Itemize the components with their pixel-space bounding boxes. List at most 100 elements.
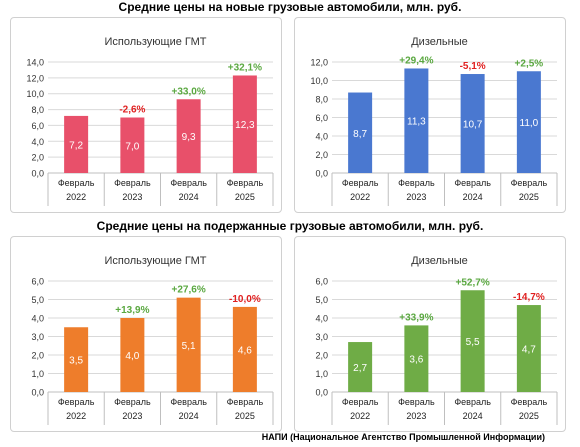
bar [120,318,145,392]
y-tick-label: 6,0 [315,277,328,287]
x-tick-label: Февраль [342,397,379,407]
bar [404,325,429,392]
x-tick-label: 2023 [406,411,426,421]
bar [120,117,145,173]
bar-value-label: 7,2 [69,140,83,151]
y-tick-label: 6,0 [31,277,44,287]
chart-new-diesel: Дизельные 0,0 2,0 4,0 6,0 8,0 10,0 12,0 8,7 Февра… [294,17,566,213]
bar [232,75,257,173]
bar-value-label: 11,3 [407,117,426,128]
x-tick-label: 2022 [350,411,370,421]
x-tick-label: 2022 [66,411,86,421]
change-label: -14,7% [513,292,545,303]
y-tick-label: 4,0 [315,132,328,142]
bar-value-label: 5,1 [182,341,196,352]
change-label: -5,1% [460,61,486,72]
y-tick-label: 3,0 [315,332,328,342]
y-tick-label: 0,0 [315,388,328,398]
new-trucks-title: Средние цены на новые грузовые автомобил… [118,0,462,14]
y-tick-label: 6,0 [31,121,44,131]
change-label: +33,0% [172,86,206,97]
y-tick-label: 8,0 [315,95,328,105]
bar [232,306,257,392]
chart-title: Использующие ГМТ [104,255,206,267]
bar [176,99,201,173]
bar-value-label: 11,0 [520,118,539,129]
x-tick-label: Февраль [398,178,435,188]
x-tick-label: 2025 [519,192,539,202]
y-tick-label: 1,0 [315,369,328,379]
bar-value-label: 5,5 [466,337,480,348]
bar [348,342,373,392]
used-trucks-title: Средние цены на подержанные грузовые авт… [96,219,484,233]
bar-value-label: 10,7 [463,120,483,131]
bar [516,71,541,173]
chart-title: Дизельные [411,255,468,267]
y-tick-label: 12,0 [26,73,44,83]
bar [64,327,89,392]
bar [348,92,373,173]
x-tick-label: Февраль [342,178,379,188]
y-tick-label: 0,0 [315,169,328,179]
change-label: -10,0% [229,294,261,305]
y-tick-label: 8,0 [31,105,44,115]
x-tick-label: 2025 [519,411,539,421]
x-tick-label: Февраль [227,397,264,407]
y-tick-label: 2,0 [315,351,328,361]
x-tick-label: Февраль [511,397,548,407]
source-footer: НАПИ (Национальное Агентство Промышленно… [261,432,545,442]
chart-new-gmt: Использующие ГМТ 0,0 2,0 4,0 6,0 8,0 10,0 12,0 1… [10,17,282,213]
y-tick-label: 0,0 [31,388,44,398]
bar-value-label: 12,3 [235,120,255,131]
x-tick-label: Февраль [114,397,151,407]
bar-value-label: 7,0 [125,141,139,152]
chart-used-gmt: Использующие ГМТ 0,0 1,0 2,0 3,0 4,0 5,0 6,0 3,5… [10,236,282,432]
x-tick-label: Февраль [511,178,548,188]
bar-value-label: 8,7 [353,129,367,140]
chart-title: Дизельные [411,36,468,48]
x-tick-label: 2023 [122,192,142,202]
bar [460,74,485,173]
bar [404,68,429,173]
x-tick-label: Февраль [58,397,95,407]
y-tick-label: 5,0 [31,295,44,305]
x-tick-label: 2024 [179,411,199,421]
x-tick-label: 2024 [463,192,483,202]
x-tick-label: Февраль [170,178,207,188]
y-tick-label: 14,0 [26,58,44,68]
y-tick-label: 5,0 [315,295,328,305]
bar-value-label: 4,7 [522,345,536,356]
x-tick-label: 2025 [235,192,255,202]
bar [64,115,89,173]
bar-value-label: 3,5 [69,356,83,367]
y-tick-label: 2,0 [315,150,328,160]
y-tick-label: 3,0 [31,332,44,342]
x-tick-label: Февраль [114,178,151,188]
chart-title: Использующие ГМТ [104,36,206,48]
x-tick-label: 2022 [66,192,86,202]
bar [176,297,201,392]
y-tick-label: 12,0 [310,58,328,68]
chart-used-gmt-svg: Использующие ГМТ 0,0 1,0 2,0 3,0 4,0 5,0 6,0 3,5… [31,255,274,425]
y-tick-label: 4,0 [31,314,44,324]
y-tick-label: 4,0 [315,314,328,324]
y-tick-label: 1,0 [31,369,44,379]
bar [460,290,485,392]
bar-value-label: 4,0 [125,351,139,362]
y-tick-label: 6,0 [315,113,328,123]
x-tick-label: Февраль [398,397,435,407]
y-tick-label: 0,0 [31,169,44,179]
change-label: +27,6% [172,285,206,296]
change-label: +32,1% [228,62,262,73]
x-tick-label: Февраль [454,178,491,188]
x-tick-label: 2022 [350,192,370,202]
bar-value-label: 2,7 [353,363,367,374]
x-tick-label: 2023 [406,192,426,202]
x-tick-label: Февраль [227,178,264,188]
change-label: +29,4% [399,55,433,66]
change-label: +2,5% [515,58,544,69]
y-tick-label: 2,0 [31,153,44,163]
x-tick-label: 2024 [463,411,483,421]
x-tick-label: 2025 [235,411,255,421]
chart-used-diesel-svg: Дизельные 0,0 1,0 2,0 3,0 4,0 5,0 6,0 2,7 Февраль… [315,255,558,425]
